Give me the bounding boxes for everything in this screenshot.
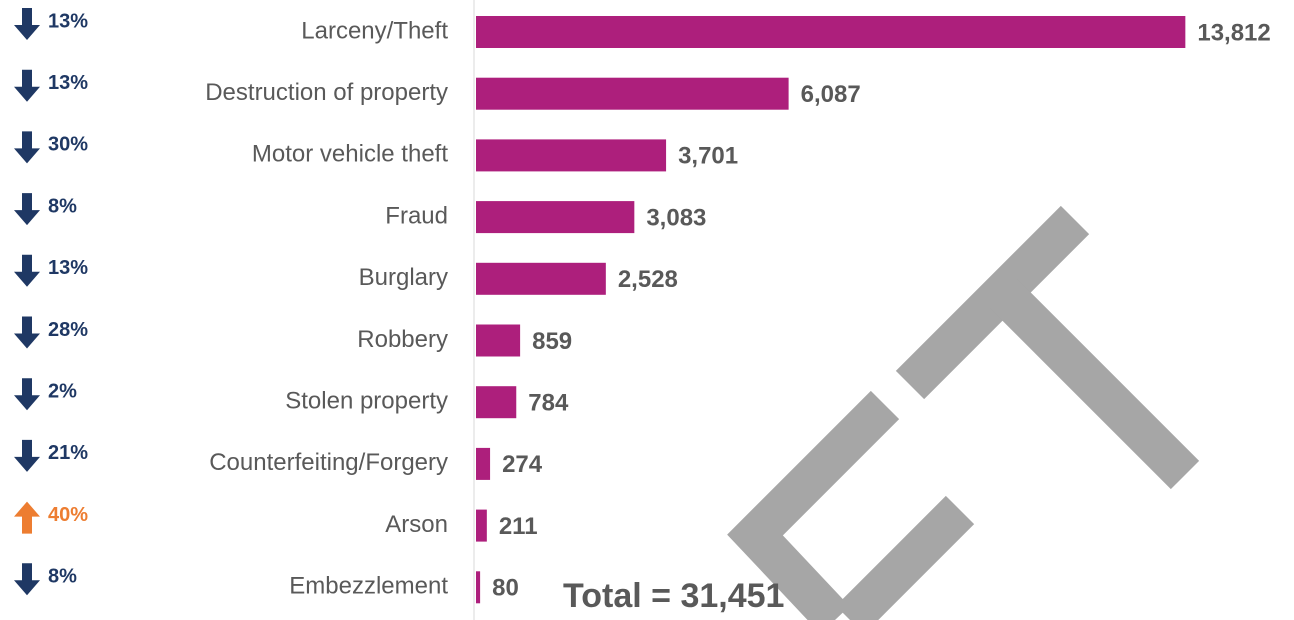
change-arrow — [14, 8, 40, 40]
change-label: 13% — [48, 10, 88, 32]
value-label: 211 — [499, 513, 538, 540]
change-label: 13% — [48, 72, 88, 94]
value-label: 3,701 — [678, 143, 738, 170]
value-label: 274 — [502, 451, 543, 478]
change-arrow — [14, 69, 40, 102]
bar — [476, 447, 491, 480]
change-label: 30% — [48, 134, 88, 156]
change-label: 21% — [48, 442, 88, 464]
watermark-stroke — [727, 390, 900, 620]
change-arrow — [14, 501, 40, 534]
category-label: Burglary — [359, 264, 448, 291]
change-label: 40% — [48, 504, 88, 526]
value-label: 2,528 — [618, 266, 678, 293]
bar — [476, 201, 635, 234]
watermark — [727, 205, 1200, 620]
value-label: 13,812 — [1197, 19, 1270, 46]
value-label: 784 — [528, 390, 569, 417]
value-label: 6,087 — [801, 81, 861, 108]
change-label: 13% — [48, 257, 88, 279]
category-label: Embezzlement — [289, 573, 448, 600]
bar — [476, 509, 487, 542]
bar — [476, 324, 521, 357]
change-arrow — [14, 316, 40, 349]
total-annotation: Total = 31,451 — [563, 577, 784, 615]
bar — [476, 77, 789, 110]
bar — [476, 386, 517, 419]
change-arrow — [14, 563, 40, 596]
category-label: Destruction of property — [205, 79, 448, 106]
category-label: Larceny/Theft — [301, 17, 448, 44]
bar — [476, 262, 606, 295]
change-label: 2% — [48, 380, 77, 402]
change-arrow — [14, 193, 40, 226]
change-label: 8% — [48, 566, 77, 588]
change-arrow — [14, 254, 40, 287]
change-arrow — [14, 131, 40, 164]
category-label: Arson — [385, 511, 448, 538]
value-label: 80 — [492, 575, 519, 602]
category-label: Counterfeiting/Forgery — [209, 449, 448, 476]
category-label: Robbery — [357, 326, 448, 353]
change-label: 8% — [48, 195, 77, 217]
category-label: Motor vehicle theft — [252, 141, 448, 168]
bar — [476, 139, 667, 172]
watermark-stroke — [835, 495, 975, 620]
change-label: 28% — [48, 319, 88, 341]
bar — [476, 571, 481, 604]
category-label: Fraud — [385, 202, 448, 229]
watermark-stroke — [985, 275, 1200, 490]
change-arrow — [14, 378, 40, 411]
value-label: 859 — [532, 328, 572, 355]
change-arrow — [14, 439, 40, 472]
category-label: Stolen property — [285, 388, 448, 415]
bar — [476, 16, 1186, 48]
value-label: 3,083 — [646, 204, 706, 231]
